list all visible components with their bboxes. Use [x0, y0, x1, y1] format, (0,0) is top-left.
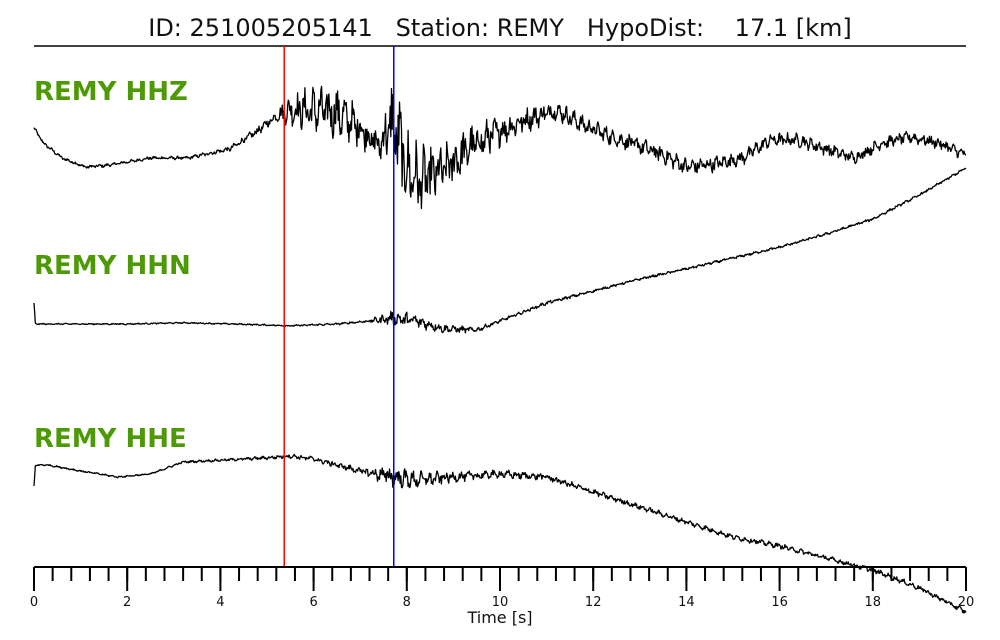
- hhn-trace: [33, 167, 967, 334]
- hypodist-unit: [km]: [796, 14, 852, 42]
- channel-label-hhn: REMY HHN: [34, 251, 191, 281]
- id-label: ID:: [148, 14, 182, 42]
- x-axis: 0 2 4 6 8 10 12 14 16 18 20: [30, 566, 975, 610]
- x-axis-title: Time [s]: [466, 608, 532, 627]
- station-value: REMY: [497, 14, 565, 42]
- x-tick-label: 6: [309, 595, 317, 610]
- x-tick-label: 18: [865, 595, 882, 610]
- x-tick-label: 16: [771, 595, 788, 610]
- x-tick-label: 20: [958, 595, 975, 610]
- trace-group: [33, 85, 967, 614]
- x-tick-label: 14: [678, 595, 695, 610]
- figure-title: ID: 251005205141 Station: REMY HypoDist:…: [148, 14, 852, 42]
- channel-label-hhe: REMY HHE: [34, 424, 187, 454]
- x-tick-label: 0: [30, 595, 38, 610]
- hhz-trace: [33, 85, 967, 210]
- station-label: Station:: [396, 14, 489, 42]
- channel-label-hhz: REMY HHZ: [34, 77, 188, 107]
- x-tick-label: 2: [123, 595, 131, 610]
- hypodist-value: 17.1: [735, 14, 788, 42]
- x-tick-label: 8: [403, 595, 411, 610]
- x-tick-label: 12: [585, 595, 602, 610]
- hhe-trace: [33, 453, 967, 614]
- x-tick-label: 4: [216, 595, 224, 610]
- hypodist-label: HypoDist:: [587, 14, 704, 42]
- x-tick-label: 10: [492, 595, 509, 610]
- id-value: 251005205141: [190, 14, 373, 42]
